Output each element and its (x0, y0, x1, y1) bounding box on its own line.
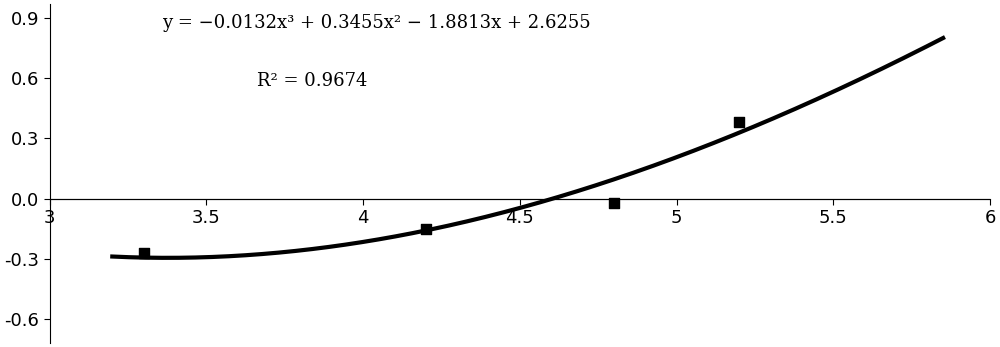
Text: y = −0.0132x³ + 0.3455x² − 1.8813x + 2.6255: y = −0.0132x³ + 0.3455x² − 1.8813x + 2.6… (162, 14, 591, 32)
Point (731, 120, 747, 125)
Point (136, 250, 152, 255)
Text: R² = 0.9674: R² = 0.9674 (257, 72, 367, 90)
Point (418, 226, 434, 231)
Point (606, 200, 622, 205)
